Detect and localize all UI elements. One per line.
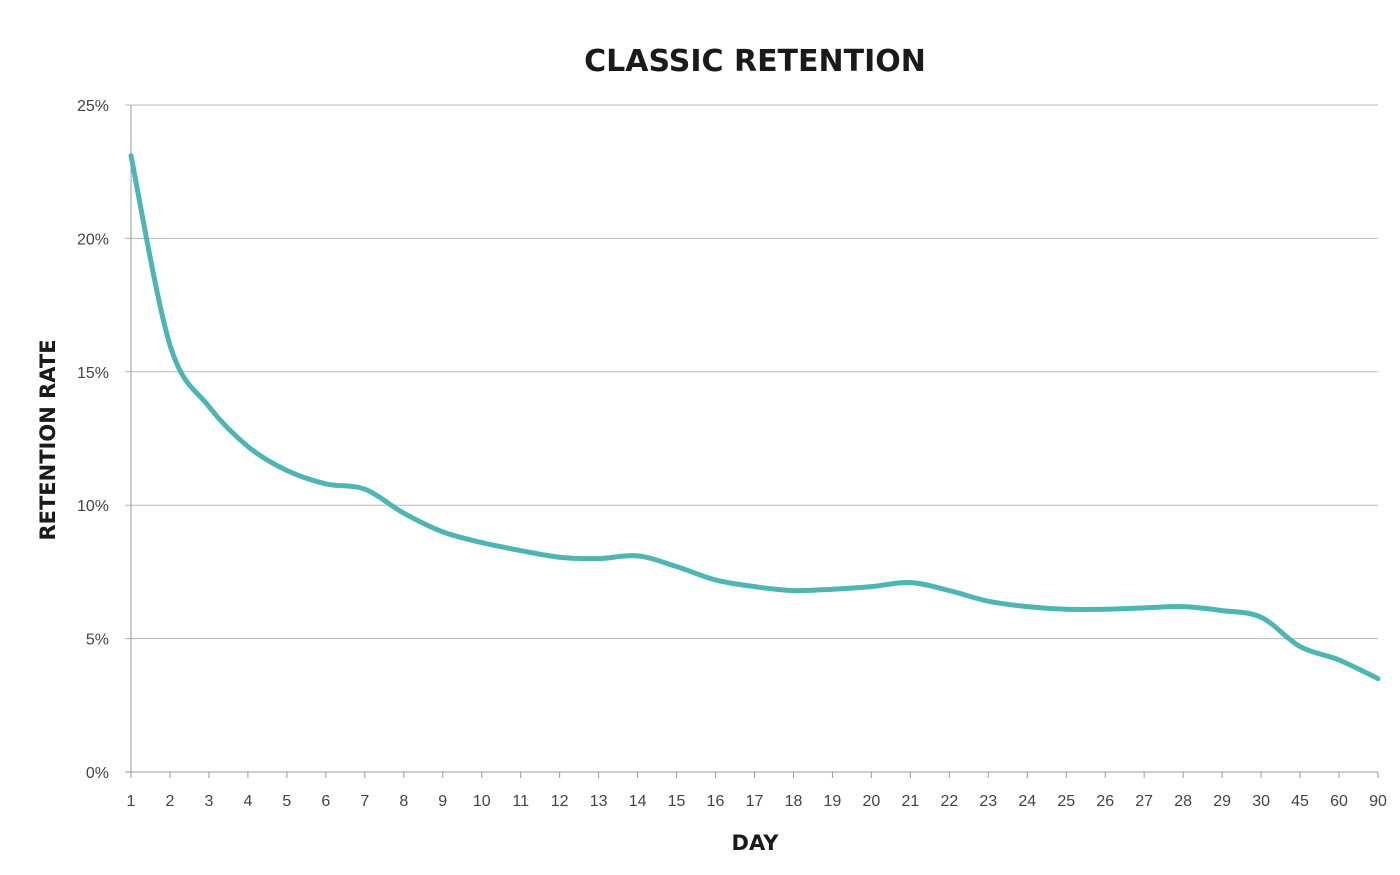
data-point [1376,676,1381,681]
x-tick-label: 16 [707,793,725,810]
data-point [1220,608,1225,613]
x-tick-label: 24 [1018,793,1036,810]
x-tick-label: 60 [1330,793,1348,810]
data-point [1181,604,1186,609]
x-tick-label: 25 [1057,793,1075,810]
data-point [713,577,718,582]
y-tick-label: 25% [77,98,109,115]
data-point [401,511,406,516]
data-point [791,588,796,593]
data-point [206,404,211,409]
data-point [986,599,991,604]
data-point [869,584,874,589]
x-tick-label: 18 [785,793,803,810]
x-tick-label: 4 [243,793,252,810]
x-tick-label: 2 [166,793,175,810]
x-tick-label: 8 [399,793,408,810]
y-tick-label: 0% [86,765,109,782]
series-line-retention [128,153,1381,682]
x-tick-label: 17 [746,793,764,810]
x-tick-label: 22 [940,793,958,810]
data-point [557,555,562,560]
data-point [635,553,640,558]
data-point [284,468,289,473]
x-tick-label: 28 [1174,793,1192,810]
data-point [947,588,952,593]
y-axis-ticks: 0% 5% 10% 15% 20% 25% [77,98,109,782]
y-tick-label: 10% [77,498,109,515]
x-tick-label: 14 [629,793,647,810]
y-tick-label: 15% [77,365,109,382]
data-point [167,343,172,348]
data-point [1064,607,1069,612]
y-axis-label: RETENTION RATE [36,339,60,540]
data-point [518,548,523,553]
x-tick-label: 90 [1369,793,1387,810]
x-tick-label: 9 [438,793,447,810]
x-tick-label: 12 [551,793,569,810]
x-tick-label: 3 [204,793,213,810]
data-point [830,587,835,592]
x-tick-label: 20 [863,793,881,810]
x-tick-label: 10 [473,793,491,810]
x-tick-label: 11 [512,793,529,810]
x-tick-label: 45 [1291,793,1309,810]
x-tick-label: 23 [979,793,997,810]
x-tick-label: 26 [1096,793,1114,810]
x-tick-label: 13 [590,793,608,810]
x-axis-ticks: 1 2 3 4 5 6 7 8 9 10 11 12 13 14 15 16 17 18 19 20 21 22 23 24 2… [127,772,1387,810]
x-tick-label: 5 [282,793,291,810]
x-tick-label: 21 [901,793,919,810]
x-axis-label: DAY [732,831,780,855]
data-point [1103,607,1108,612]
y-tick-label: 20% [77,231,109,248]
x-tick-label: 15 [668,793,686,810]
chart-title: CLASSIC RETENTION [584,44,926,79]
x-tick-label: 1 [127,793,136,810]
data-point [1025,604,1030,609]
y-tick-label: 5% [86,632,109,649]
data-point [596,556,601,561]
data-point [129,153,134,158]
data-point [908,580,913,585]
data-point [245,444,250,449]
x-tick-label: 19 [824,793,842,810]
x-tick-label: 27 [1135,793,1153,810]
data-point [362,487,367,492]
data-point [323,481,328,486]
data-point [674,564,679,569]
data-point [1298,644,1303,649]
data-point [440,529,445,534]
x-tick-label: 7 [360,793,369,810]
gridlines [125,104,1378,773]
series-layer [128,153,1381,682]
x-tick-label: 6 [321,793,330,810]
data-point [752,584,757,589]
x-tick-label: 29 [1213,793,1231,810]
data-point [1337,657,1342,662]
data-point [479,540,484,545]
data-point [1259,615,1264,620]
x-tick-label: 30 [1252,793,1270,810]
data-point [1142,605,1147,610]
